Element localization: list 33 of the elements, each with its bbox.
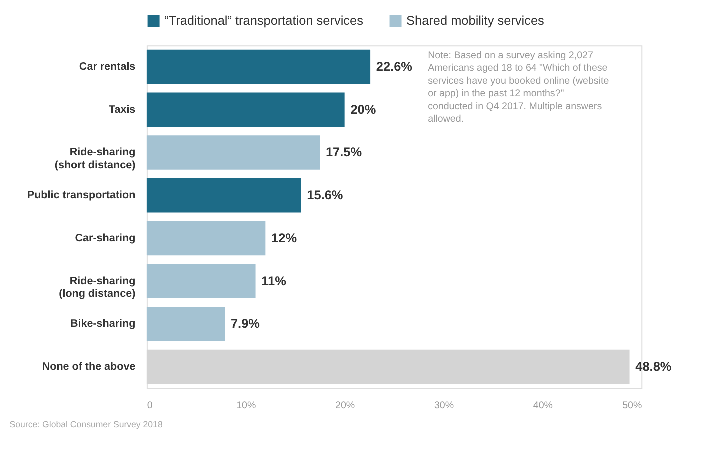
- y-tick-label: Ride-sharing (short distance): [54, 146, 136, 172]
- bar: [146, 178, 302, 213]
- x-tick-label: 0: [147, 400, 154, 412]
- y-tick-label: Car-sharing: [75, 232, 136, 244]
- bar: [146, 221, 266, 256]
- bar: [146, 307, 226, 342]
- annotation: Note: Based on a survey asking 2,027 Americans aged 18 to 64 "Which of these services have you booked online (website or app) in the past 12 months?" conducted in Q4 2017. Multiple answers allowed.: [428, 50, 610, 126]
- y-tick-label: Taxis: [108, 104, 136, 116]
- x-tick-label: 40%: [533, 400, 554, 412]
- x-tick-label: 50%: [622, 400, 642, 412]
- x-tick-label: 10%: [236, 400, 256, 412]
- y-tick-label: Car rentals: [79, 60, 136, 73]
- bar: [146, 92, 345, 128]
- y-tick-label: Ride-sharing (long distance): [59, 275, 136, 300]
- data-label: 15.6%: [307, 188, 344, 203]
- y-tick-label: Public transportation: [27, 190, 136, 202]
- x-tick-label: 30%: [434, 400, 454, 412]
- bar: [146, 264, 256, 298]
- bar: [146, 50, 371, 84]
- source-note: Source: Global Consumer Survey 2018: [10, 420, 163, 430]
- bar: [146, 136, 320, 170]
- data-label: 22.6%: [376, 58, 413, 74]
- x-tick-label: 20%: [336, 400, 356, 412]
- data-label: 7.9%: [230, 316, 260, 332]
- y-tick-label: Bike-sharing: [70, 318, 136, 330]
- legend-label: “Traditional” transportation services: [164, 13, 364, 28]
- data-label: 20%: [350, 102, 376, 117]
- data-label: 12%: [272, 230, 298, 246]
- data-label: 17.5%: [326, 144, 362, 160]
- data-label: 48.8%: [636, 358, 672, 374]
- y-tick-label: None of the above: [42, 360, 136, 373]
- data-label: 11%: [262, 273, 286, 288]
- legend-label: Shared mobility services: [406, 13, 544, 28]
